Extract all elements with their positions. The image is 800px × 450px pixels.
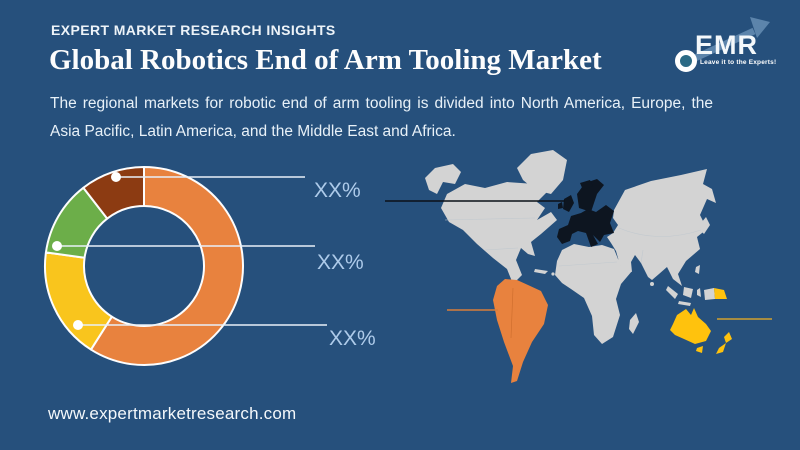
map-sulawesi [697, 288, 701, 297]
map-sumatra [666, 286, 678, 299]
callout-dot-green [52, 241, 62, 251]
map-philippines [695, 265, 700, 274]
description-line-2: Asia Pacific, Latin America, and the Mid… [50, 123, 456, 140]
description: The regional markets for robotic end of … [50, 90, 713, 146]
map-alaska [425, 164, 461, 194]
donut-brown-segment [82, 166, 145, 220]
map-madagascar [629, 313, 639, 334]
map-uk [563, 195, 574, 212]
map-leader-lines [385, 200, 772, 320]
donut-chart-svg [44, 166, 327, 366]
map-south-america-border [510, 287, 514, 339]
callout-dot-yellow [73, 320, 83, 330]
map-country-borders [444, 217, 702, 267]
brand-text: EXPERT MARKET RESEARCH INSIGHTS [51, 22, 336, 38]
world-map-svg [385, 150, 772, 383]
map-greenland [517, 150, 567, 194]
map-japan [700, 217, 710, 234]
map-africa [555, 244, 632, 344]
donut-orange-segment [89, 166, 244, 366]
logo-ring-icon [675, 50, 697, 72]
emr-logo-graphic [675, 17, 770, 72]
map-ireland [558, 202, 563, 209]
map-tasmania [696, 346, 703, 353]
description-line-1: The regional markets for robotic end of … [50, 95, 713, 112]
map-sri-lanka [650, 282, 654, 286]
map-region-europe [557, 205, 614, 247]
map-north-america [441, 182, 557, 284]
map-region-south-america [493, 279, 548, 383]
map-iceland [580, 180, 593, 190]
map-region-australia [670, 308, 711, 344]
map-papua-new-guinea [714, 288, 727, 299]
donut-slices [44, 166, 244, 366]
map-new-guinea-west [704, 288, 715, 300]
callout-label-2: XX% [317, 251, 364, 274]
map-java [678, 301, 691, 306]
callout-lines [57, 176, 327, 326]
logo-arrow-head-icon [750, 17, 770, 38]
map-region-oceania-group [670, 288, 732, 354]
map-region-south-america-group [493, 279, 548, 383]
map-borneo [683, 287, 693, 298]
page-title: Global Robotics End of Arm Tooling Marke… [49, 44, 602, 76]
callout-dots [52, 172, 121, 330]
map-cuba [534, 269, 548, 274]
callout-label-3: XX% [329, 327, 376, 350]
logo-text: EMR [695, 30, 758, 60]
map-region-europe-group [557, 179, 614, 247]
map-asia [607, 169, 716, 286]
map-hispaniola [551, 272, 555, 276]
logo-tagline: Leave it to the Experts! [700, 59, 777, 66]
map-land [425, 150, 716, 344]
callout-label-1: XX% [314, 179, 361, 202]
callout-dot-brown [111, 172, 121, 182]
website-link[interactable]: www.expertmarketresearch.com [48, 404, 297, 423]
emr-logo: EMR Leave it to the Experts! [662, 14, 794, 80]
map-new-zealand-south [716, 343, 726, 354]
map-new-zealand-north [724, 332, 732, 343]
